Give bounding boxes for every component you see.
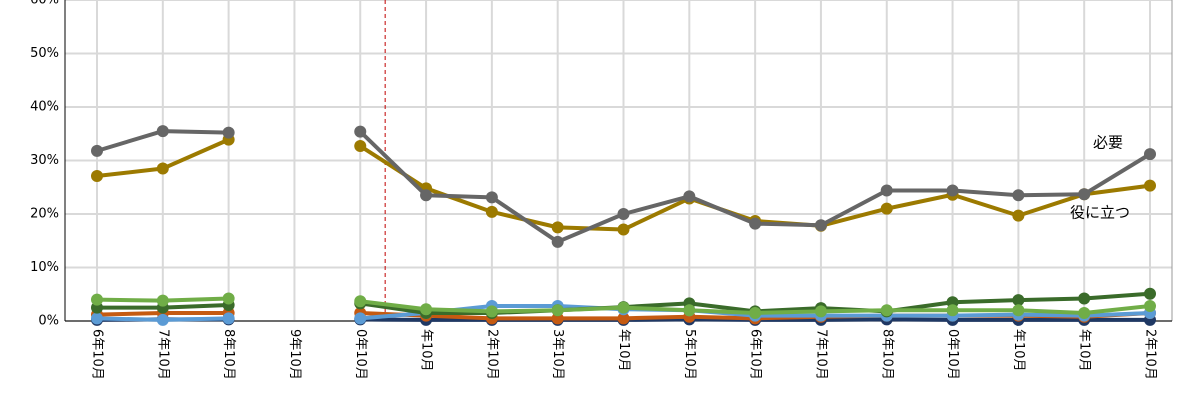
point xyxy=(354,140,367,153)
point xyxy=(91,312,103,325)
point xyxy=(946,304,959,317)
point xyxy=(91,293,103,306)
point xyxy=(420,303,433,316)
point xyxy=(485,205,498,218)
point xyxy=(222,312,235,325)
point xyxy=(156,162,169,175)
x-tick-label: 8年10月 xyxy=(221,329,236,380)
y-tick-label: 10% xyxy=(30,260,59,275)
x-tick-label: 0年10月 xyxy=(353,329,368,380)
y-tick-label: 40% xyxy=(30,100,59,115)
x-tick-label: 0年10月 xyxy=(945,329,960,380)
x-tick-label: 8年10月 xyxy=(879,329,894,380)
point xyxy=(683,190,696,203)
point xyxy=(814,219,827,232)
x-tick-label: 2年10月 xyxy=(484,329,499,380)
x-tick-label: 年10月 xyxy=(1011,329,1026,372)
point xyxy=(156,313,169,326)
point xyxy=(222,126,235,139)
point xyxy=(156,125,169,138)
y-tick-label: 60% xyxy=(30,0,59,8)
point xyxy=(1144,148,1156,161)
y-tick-label: 0% xyxy=(38,314,59,329)
x-tick-label: 2年10月 xyxy=(1143,329,1158,380)
point xyxy=(1012,209,1025,222)
y-tick-label: 30% xyxy=(30,153,59,168)
point xyxy=(880,202,893,215)
point xyxy=(683,304,696,317)
x-tick-label: 5年10月 xyxy=(682,329,697,380)
x-tick-label: 年10月 xyxy=(419,329,434,372)
point xyxy=(485,191,498,204)
point xyxy=(617,301,630,314)
point xyxy=(1012,294,1025,307)
point xyxy=(749,306,762,319)
point xyxy=(617,223,630,236)
point xyxy=(91,144,103,157)
point xyxy=(222,292,235,305)
point xyxy=(551,304,564,317)
point xyxy=(1144,300,1156,313)
x-tick-label: 6年10月 xyxy=(748,329,763,380)
series-label: 役に立つ xyxy=(1070,204,1130,222)
point xyxy=(814,305,827,318)
y-tick-label: 50% xyxy=(30,46,59,61)
point xyxy=(880,304,893,317)
point xyxy=(617,208,630,220)
point xyxy=(485,305,498,318)
point xyxy=(1078,292,1091,305)
point xyxy=(1144,179,1156,192)
point xyxy=(551,221,564,234)
point xyxy=(551,235,564,248)
point xyxy=(1144,287,1156,300)
point xyxy=(354,125,367,138)
point xyxy=(420,189,433,202)
x-tick-label: 7年10月 xyxy=(155,329,170,380)
x-tick-label: 7年10月 xyxy=(813,329,828,380)
x-tick-label: 3年10月 xyxy=(550,329,565,380)
point xyxy=(1078,188,1091,201)
point xyxy=(946,184,959,197)
x-tick-label: 年10月 xyxy=(1077,329,1092,372)
point xyxy=(156,294,169,307)
point xyxy=(1012,189,1025,202)
point xyxy=(1078,306,1091,319)
point xyxy=(91,170,103,183)
y-tick-label: 20% xyxy=(30,207,59,222)
x-tick-label: 6年10月 xyxy=(90,329,105,380)
series-label: 必要 xyxy=(1093,134,1123,152)
point xyxy=(617,312,630,325)
x-tick-label: 9年10月 xyxy=(287,329,302,380)
point xyxy=(1012,304,1025,317)
point xyxy=(354,312,367,325)
point xyxy=(354,295,367,308)
point xyxy=(880,184,893,197)
x-tick-label: 年10月 xyxy=(616,329,631,372)
point xyxy=(749,217,762,230)
